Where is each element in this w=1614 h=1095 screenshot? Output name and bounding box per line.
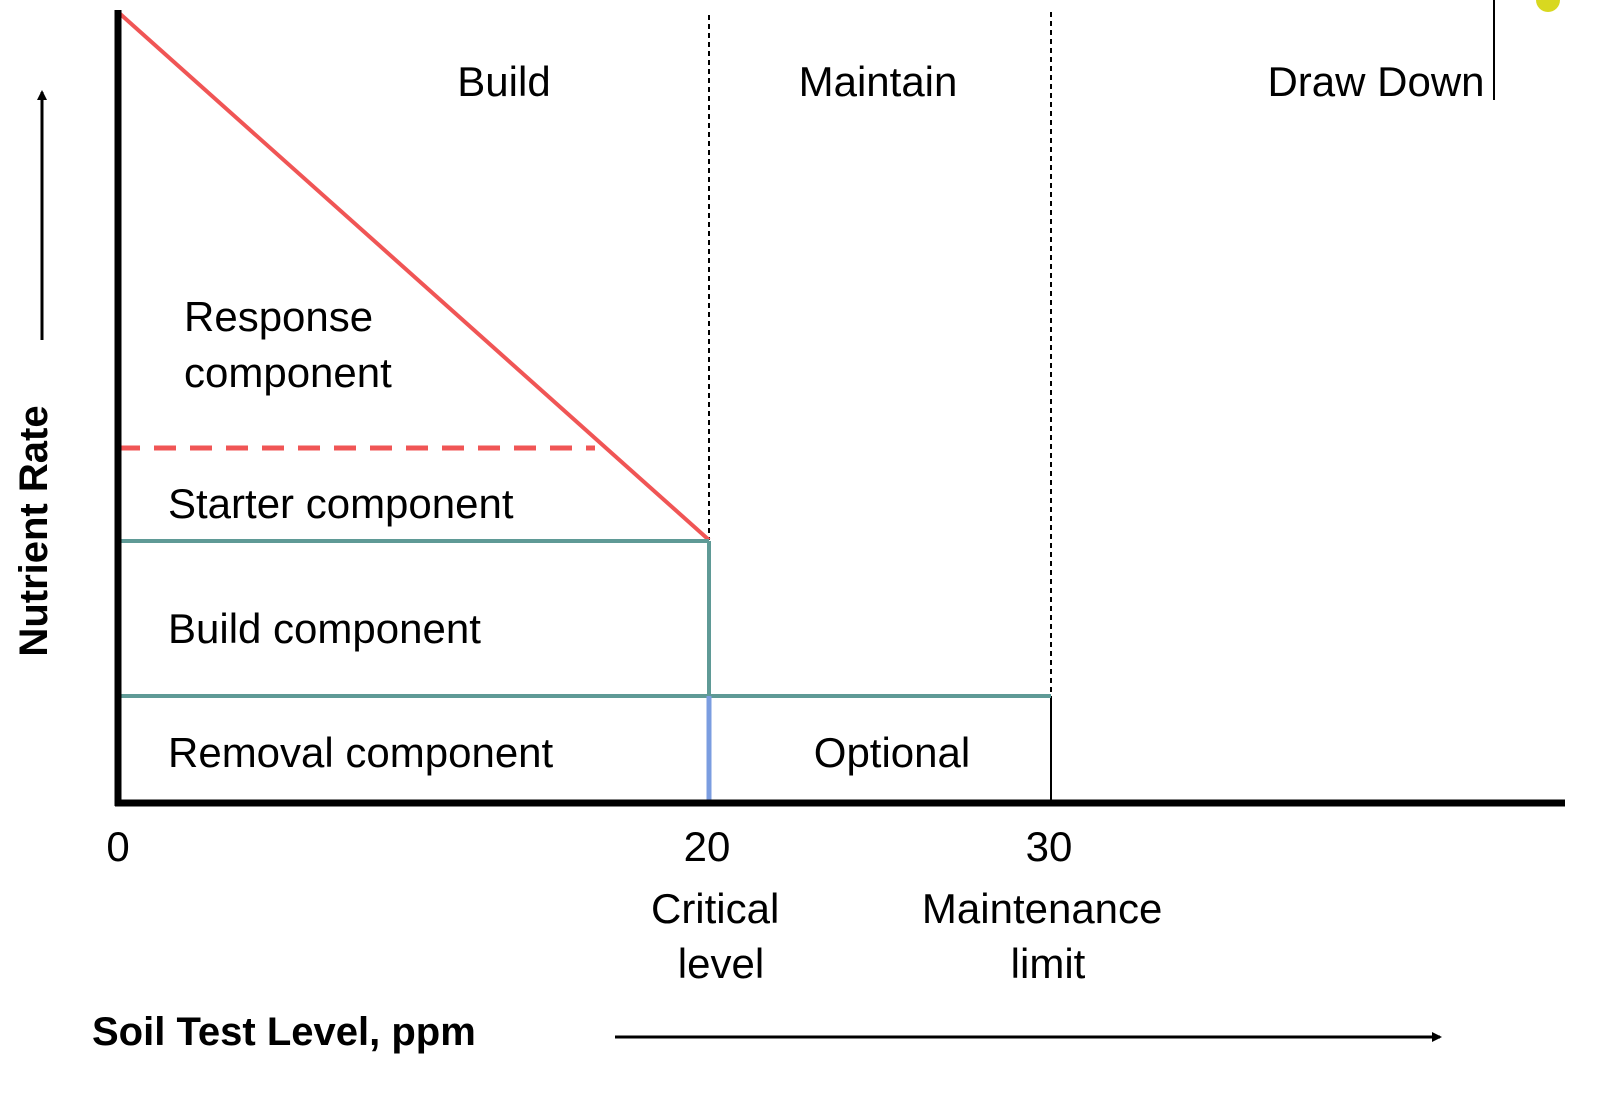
tick-note: Critical level xyxy=(651,885,791,987)
zone-label: Draw Down xyxy=(1267,58,1484,105)
component-label: Optional xyxy=(814,729,970,776)
note-line: limit xyxy=(1011,940,1086,987)
component-label: Starter component xyxy=(168,480,514,527)
component-label: Build component xyxy=(168,605,481,652)
decor-dot xyxy=(1536,0,1560,12)
x-tick-label: 20 xyxy=(684,823,731,870)
label-line: Response xyxy=(184,293,373,340)
x-axis-title: Soil Test Level, ppm xyxy=(92,1010,476,1054)
label-line: component xyxy=(184,349,392,396)
component-label: Removal component xyxy=(168,729,554,776)
note-line: Critical xyxy=(651,885,779,932)
note-line: Maintenance xyxy=(922,885,1163,932)
note-line: level xyxy=(678,940,764,987)
tick-note: Maintenance limit xyxy=(922,885,1174,987)
response-line xyxy=(116,10,711,542)
zone-label: Maintain xyxy=(799,58,958,105)
zone-label: Build xyxy=(457,58,550,105)
x-tick-label: 0 xyxy=(106,823,129,870)
x-tick-label: 30 xyxy=(1026,823,1073,870)
y-axis-title: Nutrient Rate xyxy=(12,405,56,656)
component-label: Response component xyxy=(184,293,392,396)
